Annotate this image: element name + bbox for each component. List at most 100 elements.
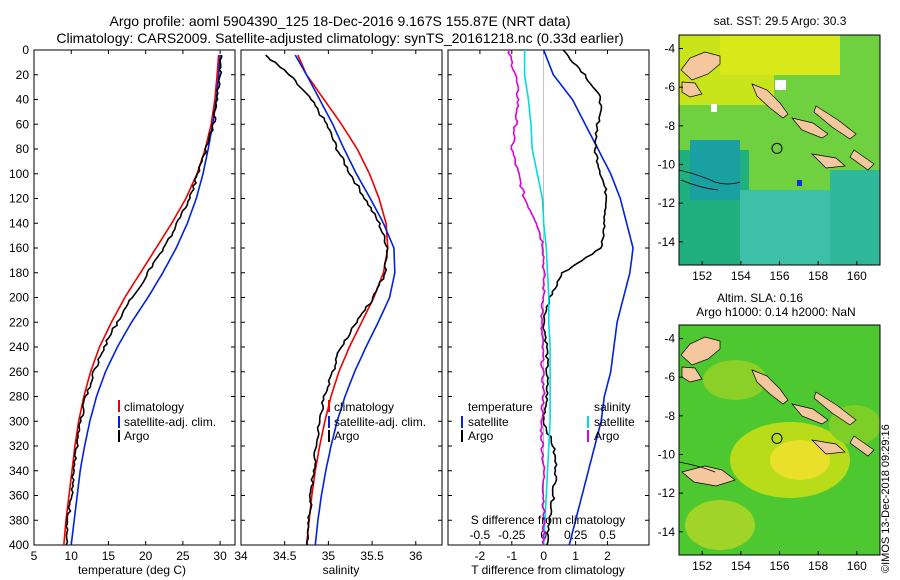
- series-line-s-satellite: [523, 50, 551, 545]
- map-y-tick-label: -8: [664, 409, 675, 423]
- legend-label-argo: Argo: [124, 429, 150, 443]
- sla-high-patch: [703, 360, 767, 400]
- x-tick-label: 34: [234, 549, 248, 563]
- land-choiseul: [791, 117, 829, 139]
- legend-label-s-satellite: satellite: [594, 415, 635, 429]
- temperature-panel: 5 10 15 20 25 30 climatology satellite-adj. c…: [31, 49, 236, 577]
- temperature-axes-box: [33, 49, 236, 546]
- map-x-tick-label: 160: [847, 269, 867, 283]
- series-line-t-satellite: [542, 50, 634, 545]
- s-diff-tick-label: 0.5: [599, 528, 616, 542]
- s-diff-tick-label: -0.25: [498, 528, 526, 542]
- depth-tick-label: 240: [9, 340, 29, 354]
- argo-position-marker: [771, 142, 783, 154]
- map-x-tick-label: 160: [847, 559, 867, 573]
- argo-position-marker: [771, 432, 783, 444]
- map-y-tick-label: -4: [664, 42, 675, 56]
- salinity-ticks: 34 34.5 35 35.5 36: [234, 49, 442, 563]
- sst-cold-cell: [797, 180, 802, 186]
- map-x-tick-label: 156: [769, 559, 789, 573]
- x-tick-label: 35.5: [360, 549, 384, 563]
- depth-tick-label: 120: [9, 192, 29, 206]
- difference-panel: -2 -1 0 1 2-0.5 -0.25 0 0.25 0.5 temperature sat…: [447, 49, 650, 577]
- legend-label-t-argo: Argo: [468, 429, 494, 443]
- sla-map-panel: Altim. SLA: 0.16 Argo h1000: 0.14 h2000:…: [658, 291, 881, 573]
- salinity-panel: 34 34.5 35 35.5 36 climatology satellite-adj…: [234, 49, 443, 577]
- land-santa-isabel: [813, 391, 857, 426]
- x-tick-label: 15: [102, 549, 116, 563]
- land-guadalcanal: [810, 153, 846, 169]
- x-tick-label: 5: [31, 549, 38, 563]
- depth-tick-label: 80: [16, 142, 30, 156]
- depth-tick-label: 260: [9, 365, 29, 379]
- map-x-tick-label: 152: [692, 269, 712, 283]
- difference-legend: temperature satellite Argo salinity sate…: [461, 400, 635, 443]
- land-new-ireland: [680, 51, 721, 81]
- legend-label-s-argo: Argo: [594, 429, 620, 443]
- map-y-tick-label: -12: [658, 486, 676, 500]
- sla-map-ticks: 152 154 156 158 160 -4 -6 -8 -10 -12 -14: [658, 332, 867, 573]
- difference-ticks: -2 -1 0 1 2-0.5 -0.25 0 0.25 0.5: [448, 49, 649, 563]
- legend-title-temperature: temperature: [468, 400, 533, 414]
- land-png-tail: [681, 465, 736, 487]
- sla-map-title: Altim. SLA: 0.16: [717, 291, 803, 305]
- map-y-tick-label: -10: [658, 157, 676, 171]
- sla-map-image: [679, 325, 880, 555]
- coastline: [679, 461, 716, 473]
- map-x-tick-label: 152: [692, 559, 712, 573]
- x-tick-label: 36: [409, 549, 423, 563]
- map-x-tick-label: 158: [808, 269, 828, 283]
- sst-map-title: sat. SST: 29.5 Argo: 30.3: [714, 14, 847, 28]
- map-y-tick-label: -6: [664, 370, 675, 384]
- copyright-stamp: ©IMOS 13-Dec-2018 09:29:16: [880, 424, 892, 573]
- temperature-ticks: 5 10 15 20 25 30: [31, 49, 235, 563]
- sst-cool-patch: [830, 170, 880, 265]
- land-island: [681, 81, 703, 98]
- map-y-tick-label: -14: [658, 525, 676, 539]
- difference-xlabel-top: S difference from climatology: [471, 513, 626, 527]
- s-diff-tick-label: -0.5: [470, 528, 491, 542]
- salinity-axes-box: [240, 49, 443, 546]
- x-tick-label: 10: [65, 549, 79, 563]
- legend-label-t-satellite: satellite: [468, 415, 509, 429]
- depth-tick-label: 360: [9, 489, 29, 503]
- depth-tick-label: 140: [9, 216, 29, 230]
- sst-map-panel: sat. SST: 29.5 Argo: 30.3 152 154 156 158 16: [658, 14, 881, 283]
- land-malaita: [849, 149, 875, 171]
- sst-cool-patch: [740, 190, 830, 265]
- x-tick-label: 1: [572, 549, 579, 563]
- map-x-tick-label: 156: [769, 269, 789, 283]
- land-santa-isabel: [813, 105, 857, 140]
- land-new-ireland: [680, 336, 721, 366]
- depth-tick-label: 400: [9, 538, 29, 552]
- sla-high-patch: [685, 500, 755, 550]
- sst-missing-cell: [775, 80, 786, 90]
- series-line-argo: [65, 55, 223, 545]
- map-y-tick-label: -14: [658, 235, 676, 249]
- depth-tick-label: 0: [22, 43, 29, 57]
- land-bougainville: [751, 83, 789, 119]
- depth-tick-label: 300: [9, 414, 29, 428]
- land-choiseul: [791, 403, 829, 425]
- depth-tick-label: 180: [9, 266, 29, 280]
- depth-tick-label: 220: [9, 315, 29, 329]
- salinity-xlabel: salinity: [323, 563, 360, 577]
- sst-warm-patch: [720, 35, 840, 75]
- coastline: [679, 169, 741, 185]
- map-x-tick-label: 154: [731, 559, 751, 573]
- series-line-argo: [265, 54, 389, 545]
- series-line-climatology: [297, 54, 389, 545]
- salinity-lines: [265, 54, 396, 545]
- depth-tick-label: 340: [9, 464, 29, 478]
- land-island: [681, 366, 703, 383]
- x-tick-label: 2: [604, 549, 611, 563]
- depth-tick-label: 100: [9, 167, 29, 181]
- land-malaita: [849, 435, 875, 457]
- depth-axis-labels: 0 20 40 60 80 100 120 140 160 180 200 220 240 260 280 3…: [9, 43, 29, 552]
- x-tick-label: 25: [176, 549, 190, 563]
- sla-map-subtitle: Argo h1000: 0.14 h2000: NaN: [696, 305, 855, 319]
- x-tick-label: 34.5: [273, 549, 297, 563]
- salinity-legend: climatology satellite-adj. clim. Argo: [328, 400, 426, 443]
- series-line-satellite-adj-clim-: [294, 54, 396, 545]
